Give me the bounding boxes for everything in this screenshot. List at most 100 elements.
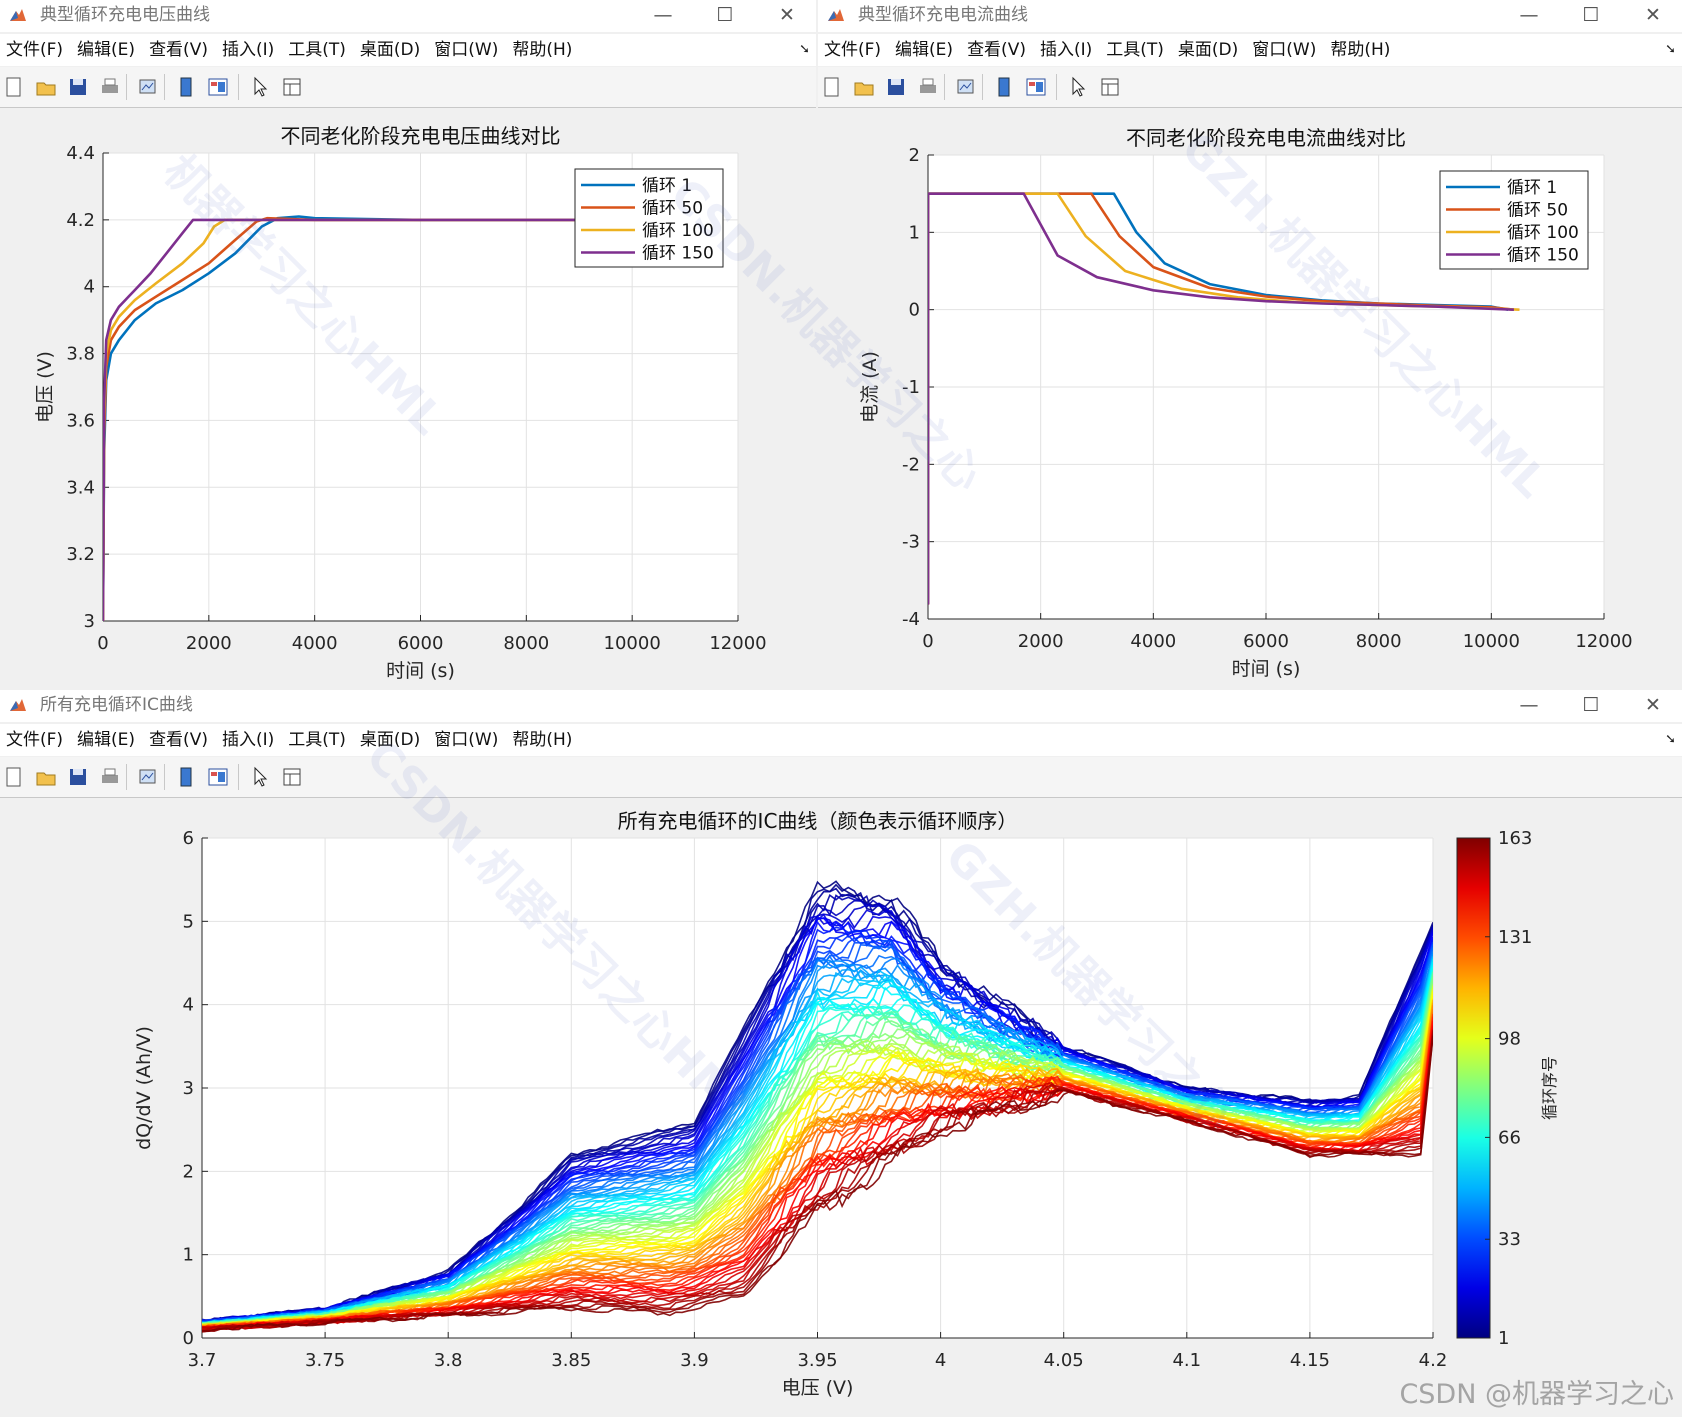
menu-bar: 文件(F) 编辑(E) 查看(V) 插入(I) 工具(T) 桌面(D) 窗口(W) 帮助(H)… xyxy=(818,34,1682,66)
menu-view[interactable]: 查看(V) xyxy=(967,40,1026,60)
menu-window[interactable]: 窗口(W) xyxy=(434,730,499,750)
menu-insert[interactable]: 插入(I) xyxy=(221,730,275,750)
y-tick-label: 1 xyxy=(909,222,920,243)
x-tick-label: 4 xyxy=(935,1350,946,1371)
toolbar-separator xyxy=(164,764,165,790)
dock-arrow-icon[interactable]: ➘ xyxy=(799,42,810,57)
menu-edit[interactable]: 编辑(E) xyxy=(77,730,136,750)
menu-desktop[interactable]: 桌面(D) xyxy=(359,730,421,750)
show-plot-tools-icon[interactable] xyxy=(1024,75,1048,99)
open-property-inspector-icon[interactable] xyxy=(280,765,304,789)
maximize-button[interactable]: ☐ xyxy=(1582,4,1600,26)
menu-help[interactable]: 帮助(H) xyxy=(512,40,573,60)
menu-tools[interactable]: 工具(T) xyxy=(288,730,346,750)
menu-edit[interactable]: 编辑(E) xyxy=(895,40,954,60)
link-plot-icon[interactable] xyxy=(136,75,160,99)
open-file-icon[interactable] xyxy=(34,75,58,99)
y-tick-label: 4 xyxy=(183,995,194,1016)
minimize-button[interactable]: — xyxy=(1519,694,1539,716)
series-group xyxy=(928,192,1520,605)
menu-file[interactable]: 文件(F) xyxy=(824,40,882,60)
colorbar-tick-label: 163 xyxy=(1498,828,1532,849)
save-icon[interactable] xyxy=(884,75,908,99)
hide-plot-tools-icon[interactable] xyxy=(992,75,1016,99)
window-title: 典型循环充电电流曲线 xyxy=(858,5,1028,25)
title-bar[interactable]: 典型循环充电电压曲线 — ☐ ✕ xyxy=(0,0,816,32)
y-tick-label: 2 xyxy=(909,145,920,166)
show-plot-tools-icon[interactable] xyxy=(206,765,230,789)
ic-chart[interactable]: 3.7 3.75 3.8 3.85 3.9 3.95 4 4.05 4.1 4.15 4.2 0 1 2 3… xyxy=(0,798,1682,1417)
open-property-inspector-icon[interactable] xyxy=(1098,75,1122,99)
y-tick-label: 4.4 xyxy=(66,143,95,164)
ic-curve xyxy=(202,971,1433,1325)
open-file-icon[interactable] xyxy=(852,75,876,99)
y-axis-label: 电压 (V) xyxy=(34,351,56,423)
current-chart[interactable]: 0 2000 4000 6000 8000 10000 12000 -4 -3 -2 -1 0 1 2 不同… xyxy=(818,108,1682,684)
maximize-button[interactable]: ☐ xyxy=(1582,694,1600,716)
series-line xyxy=(928,192,1514,605)
legend-entry: 循环 150 xyxy=(642,244,714,264)
close-button[interactable]: ✕ xyxy=(1645,4,1661,26)
save-icon[interactable] xyxy=(66,75,90,99)
minimize-button[interactable]: — xyxy=(653,4,673,26)
menu-view[interactable]: 查看(V) xyxy=(149,40,208,60)
x-tick-label: 4.05 xyxy=(1044,1350,1084,1371)
toolbar-separator xyxy=(238,74,239,100)
link-plot-icon[interactable] xyxy=(136,765,160,789)
menu-edit[interactable]: 编辑(E) xyxy=(77,40,136,60)
new-figure-icon[interactable] xyxy=(2,75,26,99)
close-button[interactable]: ✕ xyxy=(1645,694,1661,716)
toolbar-separator xyxy=(164,74,165,100)
menu-insert[interactable]: 插入(I) xyxy=(221,40,275,60)
menu-file[interactable]: 文件(F) xyxy=(6,40,64,60)
voltage-chart[interactable]: 0 2000 4000 6000 8000 10000 12000 3 3.2 3.4 3.6 3.8… xyxy=(0,108,816,684)
new-figure-icon[interactable] xyxy=(820,75,844,99)
menu-help[interactable]: 帮助(H) xyxy=(512,730,573,750)
print-icon[interactable] xyxy=(916,75,940,99)
save-icon[interactable] xyxy=(66,765,90,789)
menu-tools[interactable]: 工具(T) xyxy=(1106,40,1164,60)
chart-title: 不同老化阶段充电电压曲线对比 xyxy=(281,124,561,148)
hide-plot-tools-icon[interactable] xyxy=(174,75,198,99)
ic-curve xyxy=(202,988,1433,1329)
hide-plot-tools-icon[interactable] xyxy=(174,765,198,789)
menu-tools[interactable]: 工具(T) xyxy=(288,40,346,60)
menu-file[interactable]: 文件(F) xyxy=(6,730,64,750)
menu-desktop[interactable]: 桌面(D) xyxy=(1177,40,1239,60)
edit-plot-icon[interactable] xyxy=(248,765,272,789)
toolbar-separator xyxy=(982,74,983,100)
x-tick-label: 8000 xyxy=(1356,631,1402,652)
menu-desktop[interactable]: 桌面(D) xyxy=(359,40,421,60)
legend-entry: 循环 50 xyxy=(642,199,703,219)
maximize-button[interactable]: ☐ xyxy=(716,4,734,26)
open-file-icon[interactable] xyxy=(34,765,58,789)
close-button[interactable]: ✕ xyxy=(779,4,795,26)
y-tick-label: -4 xyxy=(902,609,920,630)
link-plot-icon[interactable] xyxy=(954,75,978,99)
menu-window[interactable]: 窗口(W) xyxy=(1252,40,1317,60)
x-tick-label: 3.7 xyxy=(188,1350,217,1371)
colorbar-gradient xyxy=(1456,837,1491,1339)
menu-view[interactable]: 查看(V) xyxy=(149,730,208,750)
colorbar-label: 循环序号 xyxy=(1540,1056,1559,1120)
title-bar[interactable]: 典型循环充电电流曲线 — ☐ ✕ xyxy=(818,0,1682,32)
dock-arrow-icon[interactable]: ➘ xyxy=(1665,42,1676,57)
show-plot-tools-icon[interactable] xyxy=(206,75,230,99)
open-property-inspector-icon[interactable] xyxy=(280,75,304,99)
menu-insert[interactable]: 插入(I) xyxy=(1039,40,1093,60)
y-tick-label: 3.6 xyxy=(66,410,95,431)
minimize-button[interactable]: — xyxy=(1519,4,1539,26)
print-icon[interactable] xyxy=(98,75,122,99)
dock-arrow-icon[interactable]: ➘ xyxy=(1665,732,1676,747)
edit-plot-icon[interactable] xyxy=(248,75,272,99)
print-icon[interactable] xyxy=(98,765,122,789)
menu-help[interactable]: 帮助(H) xyxy=(1330,40,1391,60)
y-tick-label: 4.2 xyxy=(66,210,95,231)
title-bar[interactable]: 所有充电循环IC曲线 — ☐ ✕ xyxy=(0,690,1682,722)
edit-plot-icon[interactable] xyxy=(1066,75,1090,99)
new-figure-icon[interactable] xyxy=(2,765,26,789)
menu-window[interactable]: 窗口(W) xyxy=(434,40,499,60)
figure-toolbar xyxy=(0,757,1682,798)
